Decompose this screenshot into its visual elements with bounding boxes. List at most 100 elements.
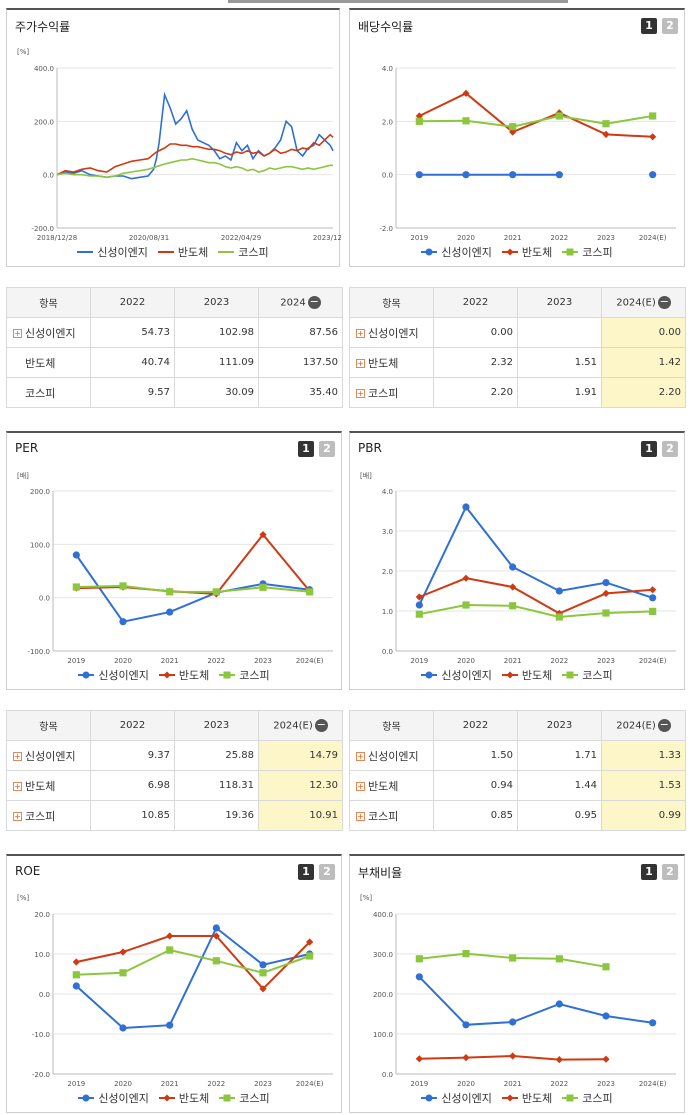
legend-item[interactable]: 코스피 [218,244,269,260]
legend-marker-icon [421,671,438,679]
tab-1[interactable]: 1 [298,864,314,880]
x-tick-label: 2020/08/31 [129,234,169,242]
legend-label: 신성이엔지 [98,1092,149,1105]
pbr-chart: 4.0 3.0 2.0 1.0 0.0 2019 2020 2021 2022 2023 2024(… [382,488,676,665]
legend-item[interactable]: 반도체 [501,244,552,260]
legend-item[interactable]: 코스피 [562,667,613,683]
cell: 40.74 [90,347,175,378]
col-header-label: 2024(E) [616,720,656,732]
x-tick-label: 2024(E) [639,657,667,665]
legend-item[interactable]: 반도체 [158,1090,210,1106]
expand-icon[interactable]: + [356,812,365,821]
roe-panel: ROE 1 2 [%] 20.0 10.0 0.0 -10.0 -20.0 2019 202… [6,854,342,1113]
y-tick-label: 0.0 [382,172,393,180]
series-line [56,91,334,180]
legend-item[interactable]: 신성이엔지 [421,667,492,683]
expand-icon[interactable]: + [13,812,22,821]
data-point [462,601,470,609]
legend-item[interactable]: 신성이엔지 [77,244,148,260]
tab-1[interactable]: 1 [641,441,657,457]
legend-label: 반도체 [178,1092,210,1105]
col-header: 2023 [174,710,259,741]
tab-2[interactable]: 2 [662,864,678,880]
data-point [306,938,314,946]
expand-icon[interactable]: + [13,752,22,761]
y-tick-label: 400.0 [373,911,393,919]
collapse-icon[interactable]: − [314,718,328,732]
legend-item[interactable]: 반도체 [501,667,552,683]
x-tick-label: 2022/04/29 [221,234,261,242]
row-label: 반도체 [25,779,56,793]
y-tick-label: -100.0 [27,648,50,656]
tab-2[interactable]: 2 [319,441,335,457]
row-name: + 반도체 [6,770,91,801]
chart-tabs: 1 2 [641,18,678,34]
panel-title: PBR [358,441,382,455]
collapse-icon[interactable]: − [307,295,321,309]
y-tick-label: 200.0 [373,991,393,999]
legend-item[interactable]: 코스피 [562,244,613,260]
legend-label: 코스피 [582,1092,613,1105]
table-row: + 코스피 10.85 19.36 10.91 [6,800,343,831]
legend-item[interactable]: 신성이엔지 [421,1090,492,1106]
series-line [76,948,311,976]
data-point [415,955,423,963]
chart-legend: 신성이엔지 반도체 코스피 [7,244,339,260]
cell: 1.50 [433,740,518,771]
expand-icon[interactable]: + [356,782,365,791]
legend-item[interactable]: 반도체 [158,667,209,683]
y-tick-label: 3.0 [382,528,393,536]
data-point [166,1021,174,1029]
series-line [56,157,333,179]
data-point [649,133,657,141]
collapse-icon[interactable]: − [657,295,671,309]
tab-2[interactable]: 2 [319,864,335,880]
cell: 2.20 [601,377,686,408]
y-tick-label: 20.0 [34,911,50,919]
data-point [602,609,610,617]
data-point [119,948,127,956]
tab-1[interactable]: 1 [641,18,657,34]
data-point [415,117,423,125]
legend-item[interactable]: 반도체 [157,244,208,260]
data-point [119,969,127,977]
data-point [555,955,563,963]
legend-item[interactable]: 신성이엔지 [78,667,149,683]
cell: 12.30 [258,770,343,801]
y-tick-label: 0.0 [43,172,54,180]
collapse-icon[interactable]: − [657,718,671,732]
legend-item[interactable]: 신성이엔지 [421,244,492,260]
legend-item[interactable]: 코스피 [219,667,270,683]
data-point [555,1056,563,1064]
col-header: 항목 [6,287,91,318]
legend-label: 코스피 [239,1092,270,1105]
legend-label: 코스피 [238,246,269,259]
tab-1[interactable]: 1 [641,864,657,880]
tab-2[interactable]: 2 [662,18,678,34]
cell: 137.50 [258,347,343,378]
data-point [462,89,470,97]
data-point [509,954,517,962]
legend-item[interactable]: 코스피 [219,1090,270,1106]
x-tick-label: 2019 [67,1080,85,1088]
y-tick-label: -2.0 [379,225,393,233]
legend-item[interactable]: 신성이엔지 [78,1090,149,1106]
legend-item[interactable]: 코스피 [562,1090,613,1106]
expand-icon[interactable]: + [13,329,22,338]
data-point [649,594,657,602]
expand-icon[interactable]: + [356,359,365,368]
expand-icon[interactable]: + [356,329,365,338]
table-row: + 반도체 2.32 1.51 1.42 [349,347,686,378]
expand-icon[interactable]: + [356,752,365,761]
per-chart: 200.0 100.0 0.0 -100.0 2019 2020 2021 2022 2023 2… [27,488,333,665]
legend-marker-icon [218,251,235,253]
tab-1[interactable]: 1 [298,441,314,457]
row-label: 신성이엔지 [25,326,76,340]
legend-item[interactable]: 반도체 [501,1090,552,1106]
table-row: 반도체 40.74 111.09 137.50 [6,347,343,378]
chart-legend: 신성이엔지 반도체 코스피 [7,667,341,683]
expand-icon[interactable]: + [356,389,365,398]
expand-icon[interactable]: + [13,782,22,791]
tab-2[interactable]: 2 [662,441,678,457]
data-point [602,130,610,138]
